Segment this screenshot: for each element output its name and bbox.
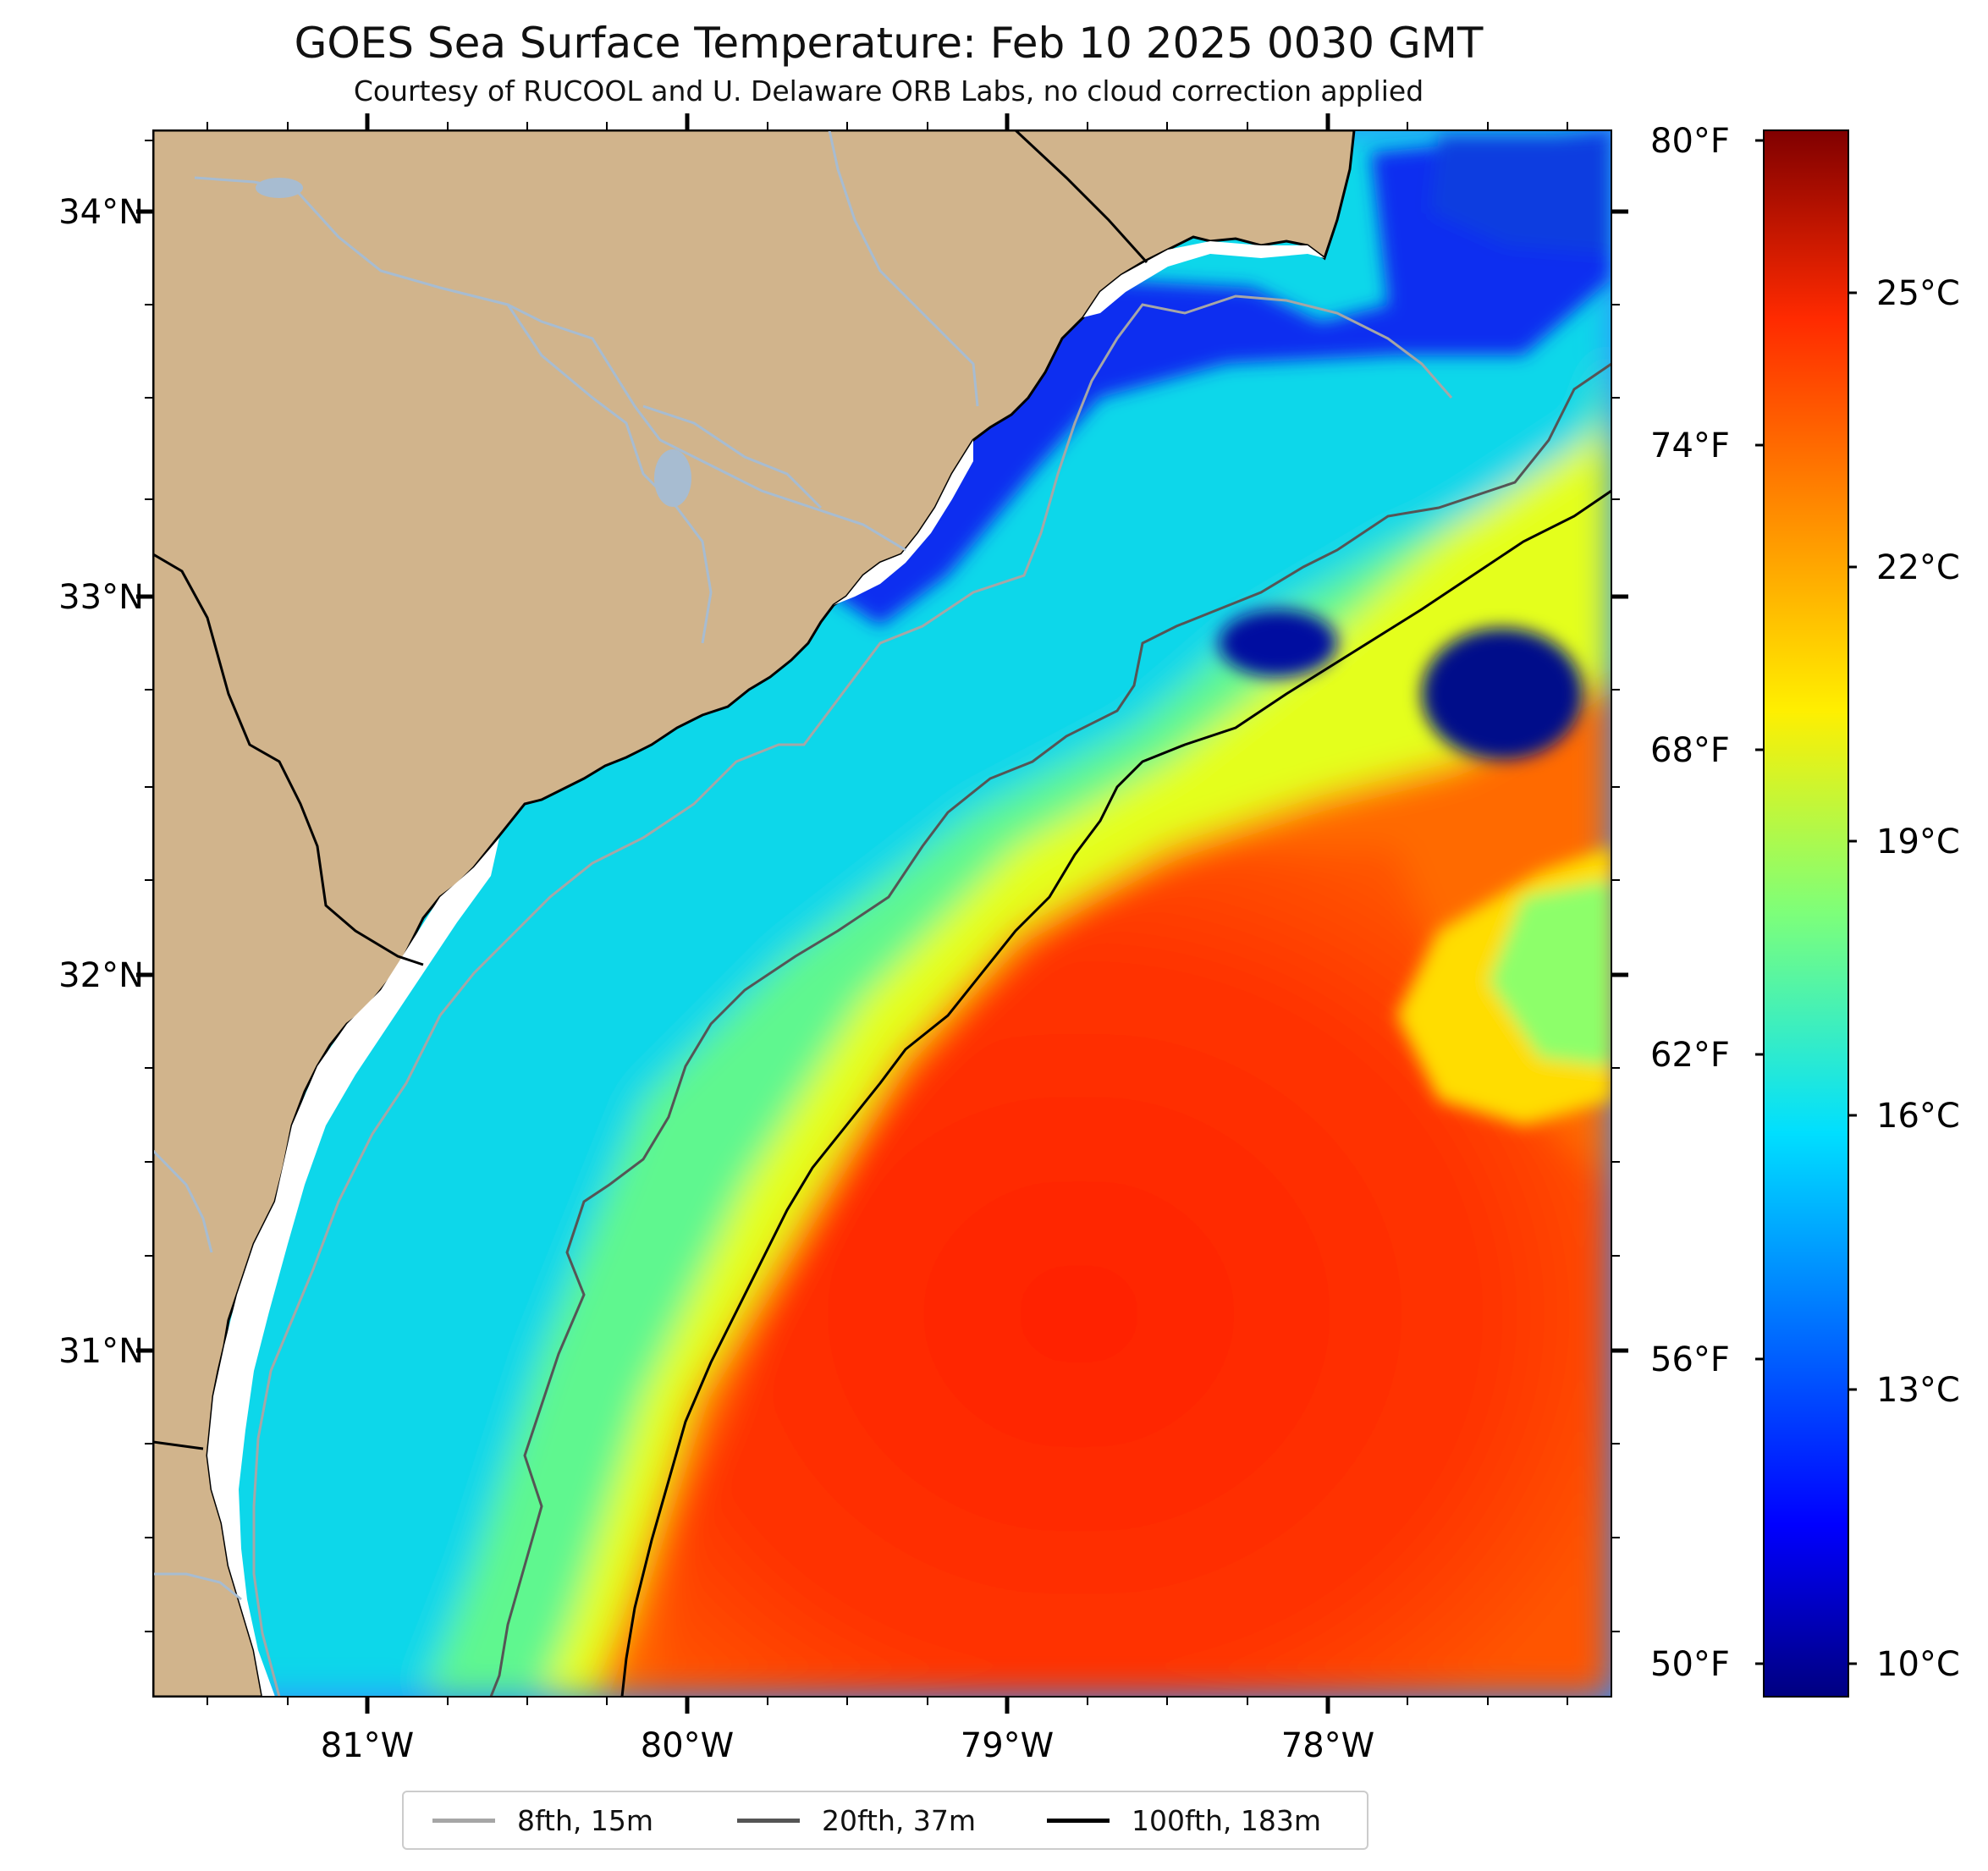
lat-label-33: 33°N <box>58 578 144 617</box>
legend-item-100fth: 100fth, 183m <box>1047 1792 1321 1848</box>
legend-item-8fth: 8fth, 15m <box>432 1792 653 1848</box>
colorbar-f-label: 50°F <box>1650 1645 1730 1684</box>
chart-title: GOES Sea Surface Temperature: Feb 10 202… <box>294 19 1484 68</box>
colorbar-f-label: 56°F <box>1650 1340 1730 1379</box>
lon-label-79: 79°W <box>960 1726 1055 1765</box>
lon-ticks <box>365 113 1330 1714</box>
colorbar-f-label: 68°F <box>1650 731 1730 770</box>
sst-cold-north <box>829 130 1611 626</box>
lon-label-78: 78°W <box>1280 1726 1375 1765</box>
state-borders <box>153 130 1148 1450</box>
lon-label-80: 80°W <box>640 1726 735 1765</box>
lat-label-34: 34°N <box>58 193 144 232</box>
colorbar-c-label: 22°C <box>1876 548 1960 587</box>
map-frame <box>152 129 1612 1698</box>
lat-minor-ticks <box>145 140 1620 1632</box>
lake <box>256 178 303 198</box>
lon-minor-ticks <box>207 122 1568 1705</box>
legend-label: 8fth, 15m <box>517 1803 654 1837</box>
legend: 8fth, 15m 20fth, 37m 100fth, 183m <box>402 1791 1368 1850</box>
colorbar-c-label: 16°C <box>1876 1097 1960 1136</box>
legend-item-20fth: 20fth, 37m <box>737 1792 976 1848</box>
sst-cold-eddy <box>1422 628 1583 760</box>
lat-ticks <box>136 209 1628 1353</box>
map-area[interactable] <box>153 130 1611 1697</box>
chart-subtitle: Courtesy of RUCOOL and U. Delaware ORB L… <box>353 74 1424 107</box>
colorbar-f-label: 74°F <box>1650 426 1730 465</box>
colorbar-c-label: 10°C <box>1876 1645 1960 1684</box>
colorbar-c-label: 19°C <box>1876 823 1960 861</box>
legend-swatch-8fth <box>432 1818 495 1823</box>
colorbar-f-label: 80°F <box>1650 122 1730 161</box>
contour-8fth <box>252 294 1453 1697</box>
legend-label: 20fth, 37m <box>822 1803 976 1837</box>
colorbar <box>1763 129 1849 1698</box>
sst-band-gulf-stream <box>643 846 1611 1697</box>
lon-label-81: 81°W <box>320 1726 415 1765</box>
colorbar-c-label: 13°C <box>1876 1371 1960 1410</box>
sst-cold-patch <box>1219 609 1337 677</box>
sst-cold-ne <box>1430 135 1611 254</box>
rivers <box>153 130 979 1601</box>
legend-swatch-20fth <box>737 1818 800 1823</box>
sst-green-patch <box>1490 880 1611 1066</box>
colorbar-f-label: 62°F <box>1650 1036 1730 1075</box>
legend-label: 100fth, 183m <box>1132 1803 1321 1837</box>
contour-20fth <box>489 362 1611 1697</box>
coastal-strip-north <box>1083 241 1324 317</box>
lat-label-31: 31°N <box>58 1332 144 1371</box>
colorbar-c-label: 25°C <box>1876 274 1960 313</box>
legend-swatch-100fth <box>1047 1818 1110 1823</box>
colorbar-ticks <box>1755 139 1857 1665</box>
contour-100fth <box>620 489 1611 1697</box>
lat-label-32: 32°N <box>58 956 144 995</box>
coastal-strip-south <box>207 838 499 1697</box>
lake-marion <box>654 449 691 507</box>
